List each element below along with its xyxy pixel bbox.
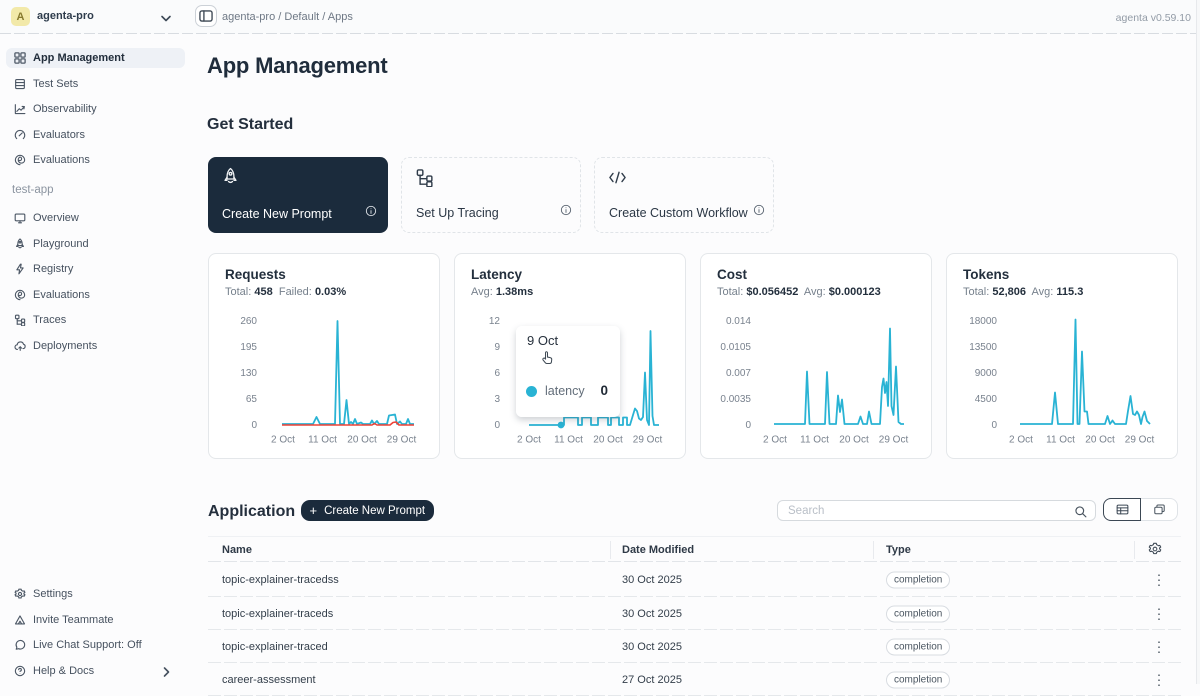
- svg-text:11 Oct: 11 Oct: [800, 435, 829, 446]
- svg-text:11 Oct: 11 Oct: [308, 435, 337, 446]
- svg-text:3: 3: [494, 394, 500, 405]
- svg-text:29 Oct: 29 Oct: [633, 435, 663, 446]
- svg-text:20 Oct: 20 Oct: [593, 435, 623, 446]
- svg-text:0.007: 0.007: [726, 368, 751, 379]
- svg-text:18000: 18000: [969, 316, 997, 327]
- svg-text:0.0105: 0.0105: [720, 342, 751, 353]
- svg-text:20 Oct: 20 Oct: [839, 435, 869, 446]
- svg-text:9: 9: [494, 342, 500, 353]
- svg-text:2 Oct: 2 Oct: [1009, 435, 1033, 446]
- svg-text:11 Oct: 11 Oct: [1046, 435, 1075, 446]
- svg-text:260: 260: [240, 316, 257, 327]
- svg-text:65: 65: [246, 394, 258, 405]
- svg-text:20 Oct: 20 Oct: [1085, 435, 1115, 446]
- svg-text:0: 0: [745, 420, 751, 431]
- svg-text:0: 0: [494, 420, 500, 431]
- svg-text:0: 0: [251, 420, 257, 431]
- svg-text:29 Oct: 29 Oct: [1125, 435, 1155, 446]
- svg-text:9000: 9000: [975, 368, 998, 379]
- svg-text:2 Oct: 2 Oct: [517, 435, 541, 446]
- svg-text:29 Oct: 29 Oct: [879, 435, 909, 446]
- svg-text:2 Oct: 2 Oct: [763, 435, 787, 446]
- svg-text:0.014: 0.014: [726, 316, 751, 327]
- svg-text:13500: 13500: [969, 342, 997, 353]
- svg-text:12: 12: [489, 316, 501, 327]
- svg-text:0.0035: 0.0035: [720, 394, 751, 405]
- svg-text:2 Oct: 2 Oct: [271, 435, 295, 446]
- svg-text:6: 6: [494, 368, 500, 379]
- svg-text:29 Oct: 29 Oct: [387, 435, 417, 446]
- svg-text:4500: 4500: [975, 394, 998, 405]
- svg-text:11 Oct: 11 Oct: [554, 435, 583, 446]
- svg-text:130: 130: [240, 368, 257, 379]
- svg-text:195: 195: [240, 342, 257, 353]
- svg-text:0: 0: [991, 420, 997, 431]
- svg-text:20 Oct: 20 Oct: [347, 435, 377, 446]
